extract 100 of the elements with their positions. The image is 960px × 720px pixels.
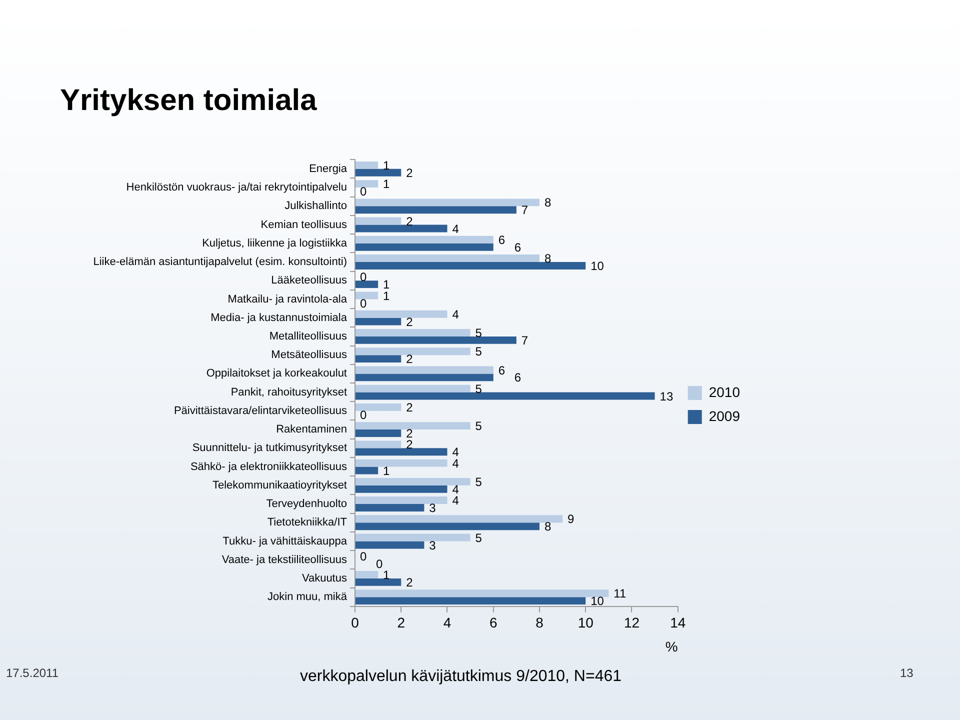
x-tick-label: 14 <box>670 614 686 631</box>
y-tick-label: Terveydenhuolto <box>266 498 347 510</box>
bar <box>356 280 378 288</box>
x-tick-label: 4 <box>443 614 452 631</box>
y-tick-label: Julkishallinto <box>284 200 347 212</box>
chart-title: Yrityksen toimiala <box>60 84 317 118</box>
bar <box>356 336 516 344</box>
data-label: 2 <box>406 214 414 228</box>
data-label: 1 <box>383 177 390 192</box>
y-tick-label: Media- ja kustannustoimiala <box>210 312 348 324</box>
bar <box>356 206 516 214</box>
data-label: 8 <box>544 252 552 266</box>
y-tick-label: Kemian teollisuus <box>260 218 348 231</box>
data-label: 5 <box>475 326 482 340</box>
bar <box>356 384 470 392</box>
y-tick-label: Metsäteollisuus <box>271 349 348 362</box>
x-tick-label: 0 <box>351 614 360 631</box>
bar <box>356 198 540 206</box>
y-tick-label: Jokin muu, mikä <box>268 591 348 604</box>
bar <box>356 236 494 244</box>
data-label: 6 <box>514 240 522 254</box>
data-label: 2 <box>406 166 414 180</box>
bar <box>356 485 448 493</box>
text: verkkopalvelun kävijätutkimus 9/2010, N=461 <box>300 668 622 686</box>
data-label: 11 <box>614 586 626 601</box>
bar <box>356 161 378 169</box>
data-label: 6 <box>514 370 522 385</box>
text: 13 <box>900 666 914 680</box>
bar <box>356 318 402 326</box>
data-label: 7 <box>521 203 528 218</box>
data-label: 7 <box>521 333 528 348</box>
data-label: 9 <box>568 512 575 526</box>
data-label: 5 <box>475 474 482 489</box>
y-tick-label: Pankit, rahoitusyritykset <box>230 386 347 398</box>
y-tick-label: Matkailu- ja ravintola-ala <box>228 293 348 306</box>
bar <box>356 292 378 300</box>
bar <box>356 522 540 530</box>
bar <box>356 254 540 262</box>
data-label: 4 <box>452 482 460 496</box>
y-tick-label: Henkilöstön vuokraus- ja/tai rekrytointipalvelu <box>126 182 347 194</box>
bar <box>356 422 470 430</box>
bar <box>356 217 402 225</box>
data-label: 10 <box>590 259 604 274</box>
bar <box>356 329 470 336</box>
bar <box>356 466 378 474</box>
data-label: 5 <box>475 530 482 545</box>
data-label: 4 <box>452 307 460 322</box>
data-label: 5 <box>475 344 482 359</box>
y-tick-label: Energia <box>309 162 348 175</box>
bar <box>356 243 494 251</box>
data-label: 2 <box>406 314 414 329</box>
data-label: 4 <box>452 222 460 236</box>
text: 17.5.2011 <box>6 666 58 680</box>
data-label: 2 <box>406 400 414 415</box>
bar <box>356 597 586 605</box>
bar <box>356 590 609 598</box>
bar <box>356 430 402 437</box>
bar <box>356 448 448 456</box>
legend-label: 2010 <box>708 384 740 400</box>
y-tick-label: Suunnittelu- ja tutkimusyritykset <box>192 442 347 454</box>
bar <box>356 168 402 176</box>
y-tick-label: Oppilaitokset ja korkeakoulut <box>206 368 347 380</box>
data-label: 1 <box>383 158 390 172</box>
y-tick-label: Telekommunikaatioyritykset <box>212 479 347 492</box>
bar <box>356 459 448 467</box>
x-tick-label: 10 <box>578 614 594 631</box>
data-label: 6 <box>498 232 506 247</box>
bar <box>356 496 448 504</box>
legend-label: 2009 <box>708 408 740 424</box>
data-label: 5 <box>475 382 482 396</box>
data-label: 8 <box>544 196 552 210</box>
bar <box>356 310 448 318</box>
x-tick-label: 8 <box>536 614 544 631</box>
bar <box>356 374 494 382</box>
y-tick-label: Metalliteollisuus <box>269 330 348 342</box>
x-tick-label: 2 <box>397 614 406 631</box>
x-tick-label: 6 <box>489 614 498 631</box>
bar <box>356 578 402 586</box>
data-label: 2 <box>406 352 414 366</box>
data-label: 5 <box>475 419 482 434</box>
bar <box>356 403 402 411</box>
data-label: 3 <box>429 538 436 552</box>
bar <box>356 224 448 232</box>
bar <box>356 504 424 512</box>
data-label: 4 <box>452 494 460 508</box>
y-tick-label: Tietotekniikka/IT <box>267 516 348 529</box>
bar <box>356 478 470 486</box>
data-label: 1 <box>383 464 390 478</box>
bar <box>356 440 402 448</box>
bar <box>356 366 494 374</box>
bar <box>356 348 470 356</box>
data-label: 10 <box>590 594 604 608</box>
y-tick-label: Sähkö- ja elektroniikkateollisuus <box>190 460 348 473</box>
bar <box>356 541 424 549</box>
data-label: 0 <box>360 296 367 310</box>
y-tick-label: Vakuutus <box>302 572 348 585</box>
y-tick-label: Kuljetus, liikenne ja logistiikka <box>202 237 348 250</box>
y-tick-label: Lääketeollisuus <box>271 274 348 287</box>
data-label: 3 <box>429 501 436 516</box>
y-tick-label: Tukku- ja vähittäiskauppa <box>222 535 348 548</box>
